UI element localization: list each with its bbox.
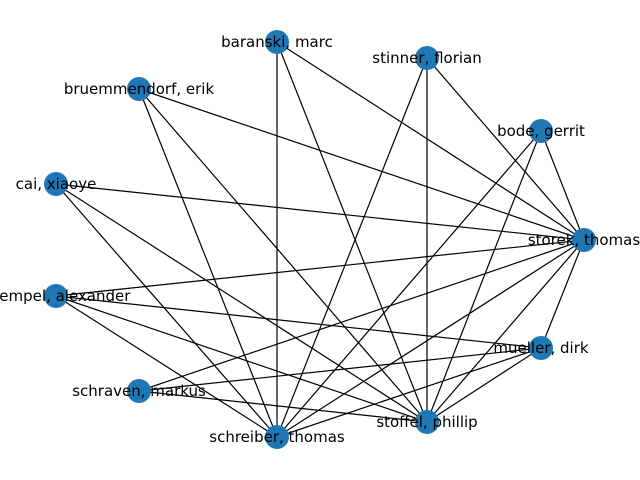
node-label-schreiber: schreiber, thomas — [209, 428, 345, 446]
edge-stinner-schreiber — [276, 57, 428, 438]
node-stinner — [415, 46, 439, 70]
node-storek — [572, 228, 596, 252]
edge-cai-storek — [55, 183, 585, 241]
node-baranski — [265, 30, 289, 54]
edge-mueller-schraven — [138, 347, 542, 392]
edge-bode-stoffel — [426, 130, 542, 423]
edge-cai-schreiber — [55, 183, 278, 438]
edge-layer — [55, 41, 585, 438]
edge-storek-kuempel — [55, 239, 585, 297]
edge-mueller-schreiber — [276, 347, 542, 438]
edge-mueller-stoffel — [426, 347, 542, 423]
edge-bode-schreiber — [276, 130, 542, 438]
node-label-mueller: mueller, dirk — [493, 339, 588, 357]
edge-kuempel-mueller — [55, 295, 542, 349]
node-label-kuempel: kuempel, alexander — [0, 287, 131, 305]
edge-cai-stoffel — [55, 183, 428, 423]
edge-bruemmendorf-storek — [138, 88, 585, 241]
edge-kuempel-schreiber — [55, 295, 278, 438]
edge-storek-stoffel — [426, 239, 585, 423]
node-label-bode: bode, gerrit — [497, 122, 585, 140]
node-label-cai: cai, xiaoye — [16, 175, 97, 193]
edge-storek-schreiber — [276, 239, 585, 438]
edge-baranski-stoffel — [276, 41, 428, 423]
edge-storek-mueller — [540, 239, 585, 349]
edge-stinner-storek — [426, 57, 585, 241]
edge-kuempel-stoffel — [55, 295, 428, 423]
node-schreiber — [265, 425, 289, 449]
node-label-schraven: schraven, markus — [72, 382, 206, 400]
node-label-stinner: stinner, florian — [372, 49, 481, 67]
edge-bode-storek — [540, 130, 585, 241]
node-label-baranski: baranski, marc — [221, 33, 333, 51]
edge-schraven-stoffel — [138, 390, 428, 423]
node-label-storek: storek, thomas — [528, 231, 640, 249]
edge-storek-schraven — [138, 239, 585, 392]
node-layer — [44, 30, 596, 449]
node-schraven — [127, 379, 151, 403]
label-layer: baranski, marc stinner, florian bruemmendo… — [0, 33, 640, 446]
node-kuempel — [44, 284, 68, 308]
node-label-stoffel: stoffel, phillip — [376, 413, 477, 431]
node-label-bruemmendorf: bruemmendorf, erik — [64, 80, 215, 98]
node-bruemmendorf — [127, 77, 151, 101]
node-mueller — [529, 336, 553, 360]
edge-baranski-storek — [276, 41, 585, 241]
node-stoffel — [415, 410, 439, 434]
edge-bruemmendorf-stoffel — [138, 88, 428, 423]
node-bode — [529, 119, 553, 143]
node-cai — [44, 172, 68, 196]
